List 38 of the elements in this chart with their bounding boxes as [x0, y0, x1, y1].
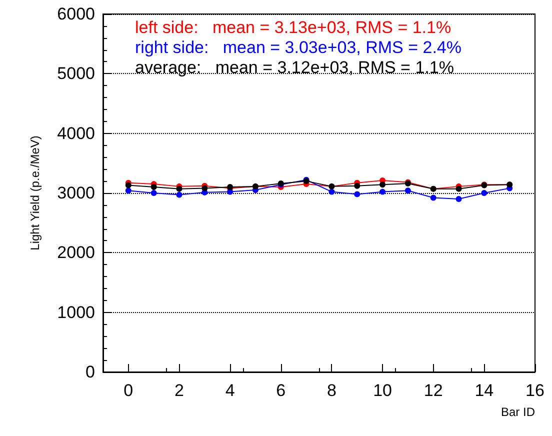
- y-tick-label: 2000: [57, 243, 95, 262]
- point: [354, 191, 360, 198]
- point: [430, 194, 436, 201]
- point: [380, 182, 386, 188]
- point: [354, 182, 360, 189]
- y-tick-label: 4000: [57, 124, 95, 143]
- point: [456, 186, 462, 192]
- y-tick-label: 5000: [57, 64, 95, 84]
- x-tick-label: 14: [474, 381, 494, 400]
- point: [176, 192, 182, 198]
- x-tick-label: 16: [526, 381, 544, 400]
- y-tick-label: 3000: [57, 184, 95, 202]
- point: [125, 182, 132, 188]
- point: [328, 188, 335, 195]
- point: [176, 186, 182, 192]
- x-axis-title: Bar ID: [500, 405, 536, 419]
- annotation: average: mean = 3.12e+03, RMS = 1.1%: [135, 58, 454, 77]
- point: [150, 190, 157, 196]
- point: [125, 188, 132, 194]
- point: [380, 188, 386, 195]
- x-tick-label: 4: [225, 381, 235, 400]
- point: [404, 188, 411, 194]
- annotation: right side: mean = 3.03e+03, RMS = 2.4%: [135, 38, 462, 57]
- x-tick-label: 12: [424, 381, 443, 400]
- y-tick-label: 0: [86, 362, 95, 382]
- point: [202, 185, 208, 192]
- y-axis-title: Light Yield (p.e./MeV): [28, 136, 42, 250]
- x-tick-label: 8: [326, 381, 336, 400]
- annotation: left side: mean = 3.13e+03, RMS = 1.1%: [135, 18, 452, 37]
- point: [456, 196, 462, 202]
- point: [150, 184, 157, 190]
- x-tick-label: 0: [124, 381, 134, 400]
- x-tick-label: 10: [373, 381, 392, 400]
- y-tick-label: 1000: [57, 302, 95, 322]
- x-tick-label: 2: [174, 381, 184, 400]
- y-tick-label: 6000: [57, 4, 95, 24]
- x-tick-label: 6: [276, 381, 286, 400]
- point: [481, 190, 488, 196]
